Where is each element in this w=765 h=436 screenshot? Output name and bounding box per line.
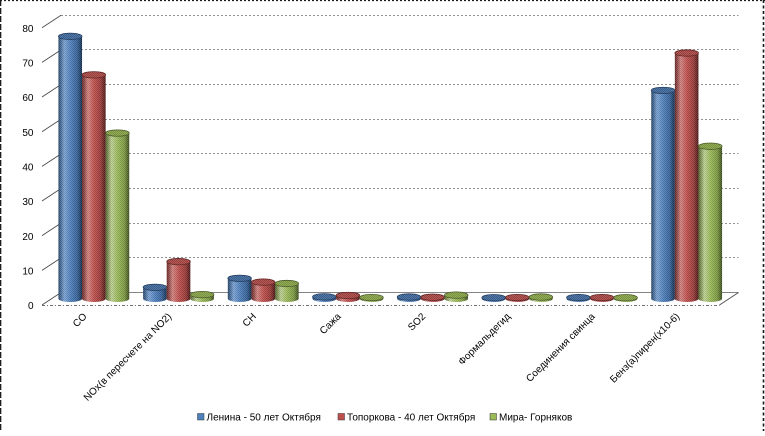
svg-text:80: 80 (22, 24, 34, 35)
svg-text:50: 50 (22, 128, 34, 139)
svg-text:10: 10 (22, 267, 34, 278)
svg-text:Топоркова - 40 лет Октября: Топоркова - 40 лет Октября (347, 412, 475, 424)
svg-text:40: 40 (22, 163, 34, 174)
svg-text:Ленина - 50 лет Октября: Ленина - 50 лет Октября (207, 412, 321, 424)
svg-text:0: 0 (28, 301, 34, 312)
svg-text:30: 30 (22, 197, 34, 208)
svg-text:60: 60 (22, 93, 34, 104)
svg-text:70: 70 (22, 59, 34, 70)
svg-text:20: 20 (22, 232, 34, 243)
svg-text:Мира- Горняков: Мира- Горняков (499, 413, 572, 424)
